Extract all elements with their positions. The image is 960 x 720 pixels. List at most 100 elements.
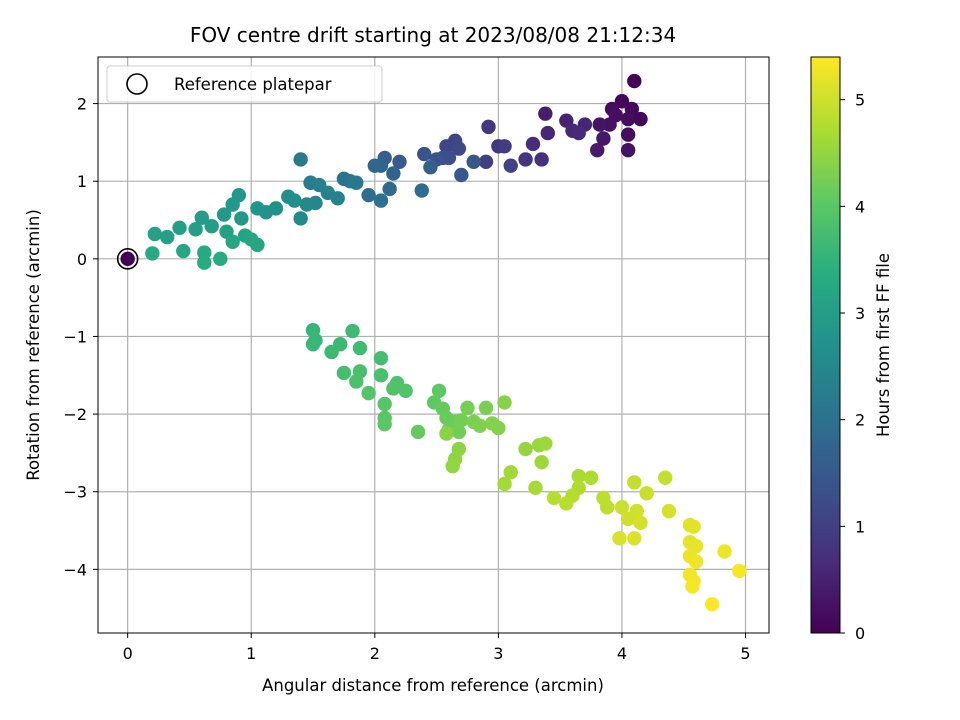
legend: Reference platepar <box>106 65 383 103</box>
data-point <box>534 455 549 470</box>
data-point <box>373 368 389 383</box>
x-tick-label: 4 <box>617 644 627 663</box>
data-point <box>417 146 432 162</box>
data-point <box>225 197 240 212</box>
reference-platepar-marker <box>116 248 139 270</box>
data-point <box>172 220 187 235</box>
data-point <box>612 531 627 546</box>
data-point <box>614 94 630 109</box>
data-point <box>592 117 607 132</box>
reference-point <box>120 251 135 267</box>
data-point <box>439 139 454 154</box>
data-point <box>559 496 574 511</box>
data-point <box>431 383 447 399</box>
x-axis-label: Angular distance from reference (arcmin) <box>262 676 604 695</box>
data-point <box>324 344 339 360</box>
data-point <box>250 237 265 253</box>
data-point <box>627 531 642 546</box>
plot-frame <box>97 56 770 634</box>
data-point <box>377 396 392 412</box>
data-point <box>216 207 232 222</box>
data-point <box>639 486 654 501</box>
data-point <box>571 125 586 141</box>
data-point <box>160 229 175 245</box>
data-point <box>361 385 376 401</box>
data-point <box>472 418 488 433</box>
data-point <box>686 519 701 534</box>
x-tick-label: 5 <box>740 644 750 663</box>
data-point <box>377 416 392 432</box>
data-point <box>386 166 401 181</box>
data-point <box>633 111 648 127</box>
data-point <box>287 193 302 208</box>
data-point <box>451 424 467 440</box>
colorbar-tick-label: 3 <box>855 304 865 323</box>
data-point <box>525 136 541 152</box>
data-point <box>497 476 512 492</box>
data-point <box>336 365 352 381</box>
colorbar-tick-label: 1 <box>855 517 865 536</box>
data-point <box>382 181 397 197</box>
data-point <box>503 465 518 480</box>
plot-area: 0 1 2 3 4 5 2 1 0 −1 −2 −3 −4 <box>63 56 770 663</box>
data-point <box>688 554 704 569</box>
data-point <box>620 127 636 142</box>
data-point <box>620 111 636 127</box>
legend-label: Reference platepar <box>174 75 332 94</box>
data-point <box>441 150 457 166</box>
data-point <box>414 183 429 198</box>
colorbar-tick-label: 2 <box>855 411 865 430</box>
data-point <box>250 201 265 216</box>
data-point <box>633 515 648 530</box>
data-point <box>352 340 368 356</box>
data-point <box>188 222 203 237</box>
data-point <box>602 117 617 132</box>
data-point <box>445 458 460 474</box>
colorbar-gradient <box>810 56 841 634</box>
data-point <box>398 383 413 399</box>
data-point <box>197 245 212 260</box>
colorbar-tick-label: 5 <box>855 91 865 110</box>
data-point <box>349 175 364 190</box>
data-point <box>614 500 630 515</box>
data-point <box>627 475 642 490</box>
y-tick-label: 1 <box>77 172 87 191</box>
legend-open-circle-icon <box>126 73 148 95</box>
data-point <box>661 503 677 519</box>
data-point <box>478 400 494 416</box>
colorbar-tick-label: 0 <box>855 624 865 643</box>
data-point <box>225 234 240 249</box>
colorbar-tick-label: 4 <box>855 197 865 216</box>
data-point <box>491 420 506 436</box>
y-tick-label: −2 <box>63 405 87 424</box>
data-point <box>361 187 376 203</box>
data-point <box>518 152 533 167</box>
data-point <box>540 125 556 141</box>
y-axis-label: Rotation from reference (arcmin) <box>24 209 43 481</box>
data-point <box>349 374 364 389</box>
data-point <box>534 152 549 167</box>
data-point <box>538 106 553 121</box>
legend-box <box>106 65 383 103</box>
y-tick-label: −4 <box>63 560 87 579</box>
data-point <box>478 154 494 169</box>
data-point <box>481 119 496 135</box>
data-point <box>451 141 467 156</box>
data-point <box>599 500 615 515</box>
data-point <box>410 424 426 440</box>
data-point <box>204 219 219 234</box>
data-point <box>704 597 720 612</box>
data-point <box>685 579 700 594</box>
x-tick-label: 0 <box>123 644 133 663</box>
data-point <box>620 142 636 158</box>
data-point <box>293 211 308 226</box>
data-point <box>439 426 454 441</box>
chart-title: FOV centre drift starting at 2023/08/08 … <box>190 23 676 47</box>
data-point <box>299 197 315 212</box>
y-axis-ticks: 2 1 0 −1 −2 −3 −4 <box>63 95 98 579</box>
data-point <box>194 210 210 225</box>
data-point <box>423 160 438 175</box>
reference-marker-group <box>116 248 139 270</box>
data-point <box>497 395 512 410</box>
